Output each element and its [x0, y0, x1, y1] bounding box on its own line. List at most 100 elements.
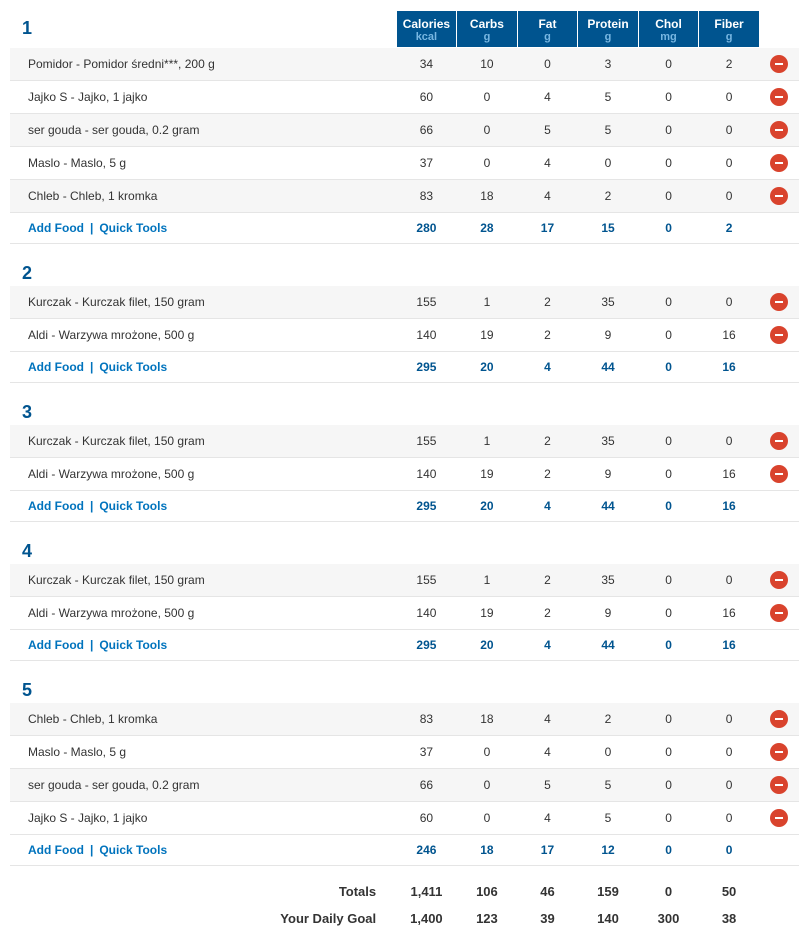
add-food-link[interactable]: Add Food	[28, 499, 84, 513]
cell-value: 35	[578, 285, 639, 318]
subtotal-value: 2	[699, 212, 760, 243]
cell-value: 0	[638, 702, 699, 735]
cell-value: 19	[457, 318, 518, 351]
totals-value: 159	[578, 878, 639, 905]
add-food-link[interactable]: Add Food	[28, 843, 84, 857]
col-label: Calories	[403, 17, 450, 31]
cell-value: 0	[638, 457, 699, 490]
cell-value-label: 0	[665, 467, 672, 481]
remove-food-icon[interactable]	[770, 326, 788, 344]
food-name[interactable]: Maslo - Maslo, 5 g	[10, 146, 396, 179]
food-name[interactable]: Aldi - Warzywa mrożone, 500 g	[10, 457, 396, 490]
meal-subtotal: Add Food|Quick Tools29520444016	[10, 629, 799, 660]
cell-value-label: 0	[726, 90, 733, 104]
cell-value: 2	[517, 424, 578, 457]
food-name[interactable]: ser gouda - ser gouda, 0.2 gram	[10, 768, 396, 801]
cell-value-label: 0	[665, 434, 672, 448]
empty-header	[517, 262, 578, 286]
remove-food-icon[interactable]	[770, 432, 788, 450]
table-row: Kurczak - Kurczak filet, 150 gram 155 1 2 35…	[10, 424, 799, 457]
cell-value: 0	[457, 146, 518, 179]
subtotal-value-label: 16	[722, 499, 735, 513]
remove-food-icon[interactable]	[770, 88, 788, 106]
food-name[interactable]: Kurczak - Kurczak filet, 150 gram	[10, 424, 396, 457]
remove-food-icon[interactable]	[770, 465, 788, 483]
cell-value: 16	[699, 596, 760, 629]
food-name[interactable]: Jajko S - Jajko, 1 jajko	[10, 801, 396, 834]
quick-tools-link[interactable]: Quick Tools	[99, 499, 167, 513]
subtotal-value: 0	[638, 490, 699, 521]
food-name[interactable]: ser gouda - ser gouda, 0.2 gram	[10, 113, 396, 146]
remove-food-icon[interactable]	[770, 604, 788, 622]
cell-value-label: 4	[544, 712, 551, 726]
daily-goal-value: 300	[638, 905, 699, 932]
food-name[interactable]: Aldi - Warzywa mrożone, 500 g	[10, 596, 396, 629]
food-name[interactable]: Kurczak - Kurczak filet, 150 gram	[10, 285, 396, 318]
cell-value-label: 0	[726, 745, 733, 759]
cell-value: 19	[457, 457, 518, 490]
food-name-label: Pomidor - Pomidor średni***, 200 g	[28, 57, 215, 71]
cell-value-label: 155	[416, 434, 436, 448]
food-name[interactable]: Chleb - Chleb, 1 kromka	[10, 179, 396, 212]
meal-title-label: 4	[22, 541, 32, 561]
remove-food-icon[interactable]	[770, 154, 788, 172]
subtotal-value: 44	[578, 490, 639, 521]
quick-tools-link[interactable]: Quick Tools	[99, 360, 167, 374]
quick-tools-link[interactable]: Quick Tools	[99, 638, 167, 652]
cell-value: 0	[638, 285, 699, 318]
remove-food-icon[interactable]	[770, 293, 788, 311]
cell-value: 0	[638, 596, 699, 629]
remove-cell	[759, 424, 799, 457]
cell-value-label: 2	[544, 434, 551, 448]
cell-value: 0	[638, 768, 699, 801]
subtotal-value-label: 15	[601, 221, 614, 235]
remove-food-icon[interactable]	[770, 710, 788, 728]
cell-value-label: 0	[726, 434, 733, 448]
cell-value-label: 0	[665, 328, 672, 342]
cell-value-label: 1	[484, 434, 491, 448]
cell-value: 16	[699, 318, 760, 351]
food-name[interactable]: Aldi - Warzywa mrożone, 500 g	[10, 318, 396, 351]
col-label: Carbs	[470, 17, 504, 31]
totals-value: 1,411	[396, 878, 457, 905]
remove-food-icon[interactable]	[770, 809, 788, 827]
col-unit: g	[459, 31, 515, 44]
subtotal-value-label: 18	[480, 843, 493, 857]
quick-tools-link[interactable]: Quick Tools	[99, 221, 167, 235]
food-diary: 1CalorieskcalCarbsgFatgProteingCholmgFib…	[10, 10, 799, 932]
cell-value-label: 83	[420, 712, 433, 726]
remove-food-icon[interactable]	[770, 743, 788, 761]
subtotal-value-label: 12	[601, 843, 614, 857]
remove-food-icon[interactable]	[770, 121, 788, 139]
empty-header	[517, 540, 578, 564]
remove-food-icon[interactable]	[770, 571, 788, 589]
add-food-link[interactable]: Add Food	[28, 221, 84, 235]
subtotal-value: 4	[517, 629, 578, 660]
cell-value-label: 2	[544, 295, 551, 309]
food-name[interactable]: Chleb - Chleb, 1 kromka	[10, 702, 396, 735]
meal-subtotal: Add Food|Quick Tools24618171200	[10, 834, 799, 865]
food-name[interactable]: Kurczak - Kurczak filet, 150 gram	[10, 563, 396, 596]
add-food-link[interactable]: Add Food	[28, 638, 84, 652]
table-row: Pomidor - Pomidor średni***, 200 g341003…	[10, 47, 799, 80]
remove-food-icon[interactable]	[770, 776, 788, 794]
cell-value: 140	[396, 457, 457, 490]
food-name[interactable]: Pomidor - Pomidor średni***, 200 g	[10, 47, 396, 80]
cell-value-label: 4	[544, 189, 551, 203]
food-name[interactable]: Jajko S - Jajko, 1 jajko	[10, 80, 396, 113]
daily-goal-row: Your Daily Goal1,4001233914030038	[10, 905, 799, 932]
food-name[interactable]: Maslo - Maslo, 5 g	[10, 735, 396, 768]
cell-value: 5	[578, 801, 639, 834]
col-unit: g	[580, 31, 636, 44]
add-food-link[interactable]: Add Food	[28, 360, 84, 374]
cell-value-label: 35	[601, 434, 614, 448]
quick-tools-link[interactable]: Quick Tools	[99, 843, 167, 857]
remove-food-icon[interactable]	[770, 187, 788, 205]
cell-value-label: 0	[726, 156, 733, 170]
empty-header	[457, 262, 518, 286]
cell-value-label: 16	[722, 467, 735, 481]
remove-food-icon[interactable]	[770, 55, 788, 73]
empty-cell	[759, 490, 799, 521]
subtotal-value-label: 44	[601, 499, 614, 513]
cell-value-label: 0	[484, 745, 491, 759]
